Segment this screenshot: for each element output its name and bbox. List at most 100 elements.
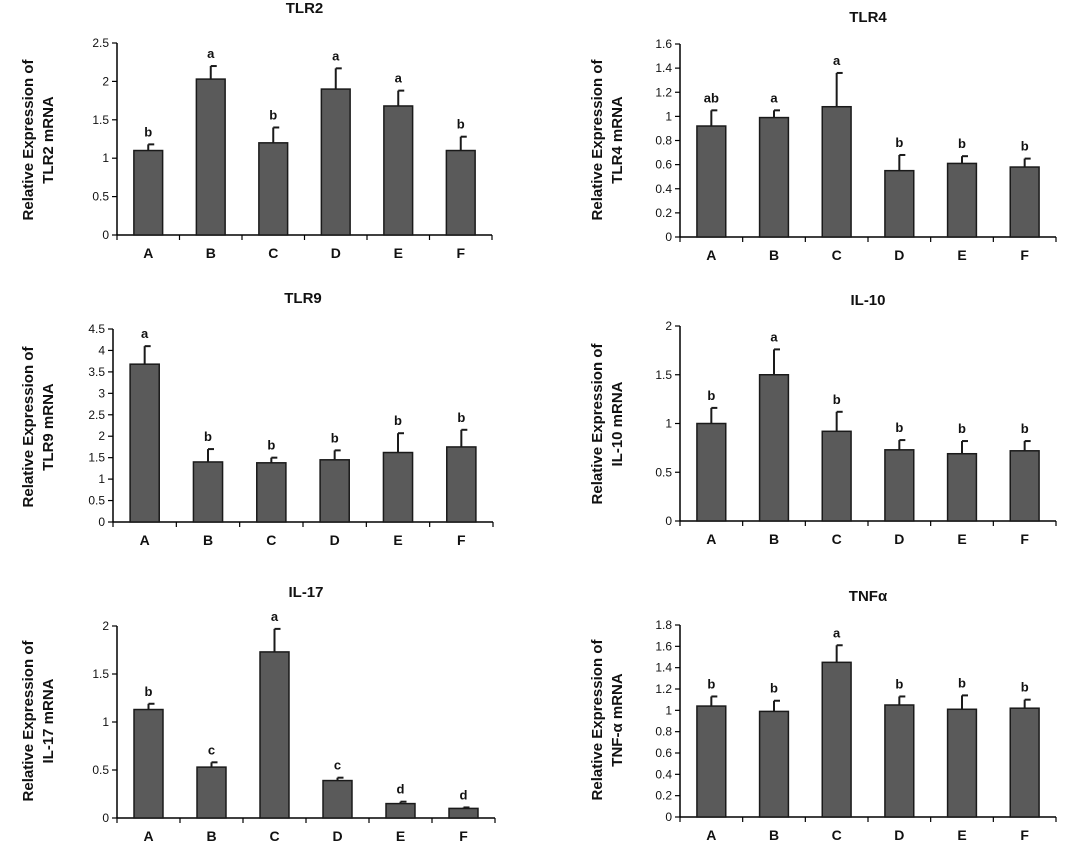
bar-F [445, 149, 476, 236]
bar-D [322, 779, 353, 819]
y-tick-label: 0 [665, 810, 672, 824]
bar-C [821, 661, 852, 818]
significance-letter: b [457, 410, 465, 425]
significance-letter: c [334, 758, 341, 773]
y-tick-label: 2 [665, 319, 672, 333]
y-tick-label: 1 [102, 715, 109, 729]
significance-letter: b [1021, 680, 1029, 695]
x-tick-label: F [1020, 531, 1029, 547]
bar-F [1009, 707, 1040, 818]
significance-letter: b [394, 413, 402, 428]
x-tick-label: E [393, 532, 402, 548]
significance-letter: b [958, 421, 966, 436]
bar-E [382, 451, 414, 523]
y-tick-label: 2.5 [88, 408, 105, 422]
y-axis-label-line: IL-10 mRNA [609, 381, 626, 466]
y-tick-label: 1.5 [92, 113, 109, 127]
y-tick-label: 1.5 [655, 368, 672, 382]
x-tick-label: F [1020, 247, 1029, 263]
x-tick-label: E [957, 531, 966, 547]
y-tick-label: 0 [102, 811, 109, 825]
significance-letter: b [267, 438, 275, 453]
significance-letter: d [397, 782, 405, 797]
x-tick-label: C [266, 532, 276, 548]
y-tick-label: 1.4 [655, 661, 672, 675]
y-axis-label-line: Relative Expression of [589, 59, 606, 221]
y-axis-label: Relative Expression of TLR9 mRNA [20, 346, 57, 508]
significance-letter: a [271, 609, 279, 624]
bar-D [320, 88, 351, 236]
y-axis-label: Relative Expression of IL-10 mRNA [589, 343, 626, 505]
significance-letter: a [332, 48, 340, 63]
significance-letter: a [395, 71, 403, 86]
x-tick-label: D [331, 245, 341, 261]
bar-C [258, 142, 289, 236]
chart-title: IL-17 [288, 584, 323, 601]
y-tick-label: 0.5 [655, 465, 672, 479]
y-tick-label: 0.4 [655, 767, 672, 781]
significance-letter: b [144, 124, 152, 139]
y-tick-label: 0.6 [655, 158, 672, 172]
x-tick-label: C [269, 828, 279, 844]
x-tick-label: B [206, 245, 216, 261]
x-tick-label: B [769, 247, 779, 263]
x-tick-label: C [832, 247, 842, 263]
bar-B [196, 766, 227, 819]
bar-C [256, 462, 287, 523]
significance-letter: b [331, 430, 339, 445]
x-tick-label: E [957, 247, 966, 263]
bar-D [884, 169, 915, 238]
bar-C [259, 651, 290, 819]
bar-A [696, 422, 727, 522]
bar-A [133, 149, 164, 236]
significance-letter: b [1021, 139, 1029, 154]
significance-letter: b [895, 676, 903, 691]
bar-A [696, 125, 727, 238]
bar-E [946, 452, 978, 522]
bar-E [385, 802, 416, 819]
significance-letter: b [707, 676, 715, 691]
y-tick-label: 4 [98, 343, 105, 357]
significance-letter: a [770, 90, 778, 105]
chart-title: TNFα [849, 588, 888, 605]
bar-A [696, 705, 727, 818]
x-tick-label: B [769, 531, 779, 547]
x-tick-label: A [143, 245, 153, 261]
bar-B [758, 374, 790, 522]
y-tick-label: 0.8 [655, 134, 672, 148]
bar-E [946, 708, 978, 818]
x-tick-label: A [140, 532, 150, 548]
y-tick-label: 4.5 [88, 322, 105, 336]
significance-letter: d [460, 787, 468, 802]
y-axis-label-line: Relative Expression of [20, 59, 37, 221]
significance-letter: b [145, 684, 153, 699]
significance-letter: b [457, 117, 465, 132]
y-axis-label-line: Relative Expression of [20, 640, 37, 802]
significance-letter: b [707, 388, 715, 403]
y-tick-label: 0 [665, 230, 672, 244]
x-tick-label: E [957, 827, 966, 843]
significance-letter: a [833, 53, 841, 68]
x-tick-label: E [394, 245, 403, 261]
y-tick-label: 0.5 [92, 190, 109, 204]
y-tick-label: 0.2 [655, 789, 672, 803]
y-axis-label: Relative Expression of TNF-α mRNA [589, 639, 626, 801]
bar-F [1009, 166, 1040, 238]
bar-C [821, 105, 852, 238]
chart-title: TLR4 [849, 9, 887, 26]
bar-B [758, 116, 790, 238]
x-tick-label: B [203, 532, 213, 548]
bar-D [319, 459, 350, 523]
y-tick-label: 1.8 [655, 618, 672, 632]
chart-4: IL-17 Relative Expression of IL-17 mRNA 0 0.… [20, 584, 496, 844]
y-tick-label: 0.8 [655, 725, 672, 739]
y-tick-label: 0.6 [655, 746, 672, 760]
y-tick-label: 1 [665, 109, 672, 123]
y-tick-label: 1 [102, 151, 109, 165]
x-tick-label: A [706, 827, 716, 843]
chart-2: TLR9 Relative Expression of TLR9 mRNA 0 0.5 1… [20, 290, 494, 548]
y-axis-label-line: Relative Expression of [589, 343, 606, 505]
y-tick-label: 3.5 [88, 365, 105, 379]
significance-letter: a [207, 46, 215, 61]
